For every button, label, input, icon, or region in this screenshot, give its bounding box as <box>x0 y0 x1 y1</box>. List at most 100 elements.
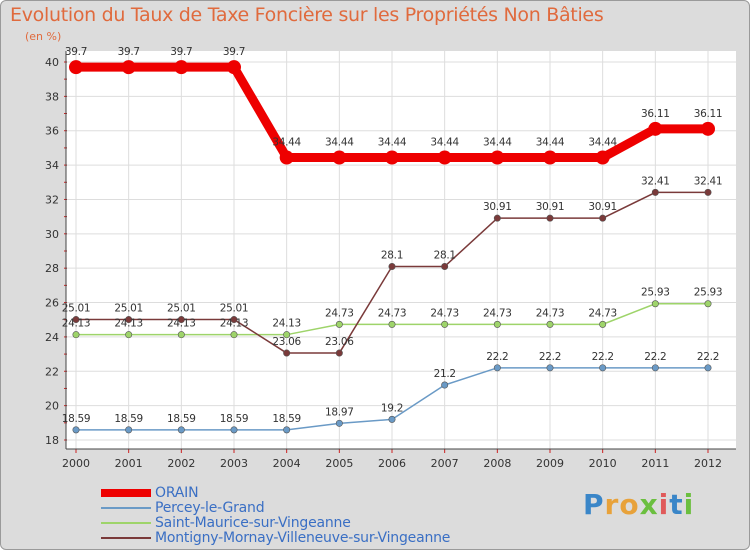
y-tick-label: 28 <box>45 262 59 275</box>
y-tick-label: 26 <box>45 297 59 310</box>
y-tick-label: 34 <box>45 159 59 172</box>
data-label-saint-maurice-sur-vingeanne: 24.73 <box>483 307 512 319</box>
data-label-montigny-mornay-villeneuve-sur-vingeanne: 32.41 <box>694 175 723 187</box>
data-label-montigny-mornay-villeneuve-sur-vingeanne: 25.01 <box>167 303 196 315</box>
data-point-saint-maurice-sur-vingeanne <box>72 331 80 339</box>
data-point-percey-le-grand <box>493 364 501 372</box>
data-label-saint-maurice-sur-vingeanne: 24.73 <box>430 307 459 319</box>
data-label-montigny-mornay-villeneuve-sur-vingeanne: 30.91 <box>483 201 512 213</box>
data-label-orain: 34.44 <box>430 137 459 149</box>
x-tick-label: 2012 <box>694 457 722 470</box>
data-point-saint-maurice-sur-vingeanne <box>599 320 607 328</box>
legend-item-percey-le-grand: Percey-le-Grand <box>101 500 265 516</box>
data-point-percey-le-grand <box>230 426 238 434</box>
data-point-montigny-mornay-villeneuve-sur-vingeanne <box>493 214 501 222</box>
data-point-montigny-mornay-villeneuve-sur-vingeanne <box>599 214 607 222</box>
data-point-orain <box>227 60 241 75</box>
data-label-saint-maurice-sur-vingeanne: 24.73 <box>378 307 407 319</box>
data-point-saint-maurice-sur-vingeanne <box>177 331 185 339</box>
axes: 18 20 22 24 26 28 30 32 34 36 38 40 2000 2001 2002 2003… <box>45 51 736 470</box>
data-label-percey-le-grand: 19.2 <box>381 402 403 414</box>
data-point-orain <box>332 150 347 165</box>
legend-swatch-orain <box>101 489 151 497</box>
data-point-saint-maurice-sur-vingeanne <box>546 320 554 328</box>
y-tick-label: 32 <box>45 193 59 206</box>
data-label-montigny-mornay-villeneuve-sur-vingeanne: 25.01 <box>220 303 249 315</box>
data-label-orain: 34.44 <box>588 137 617 149</box>
data-point-montigny-mornay-villeneuve-sur-vingeanne <box>335 349 343 357</box>
proxiti-logo: Proxiti <box>583 488 695 521</box>
data-label-saint-maurice-sur-vingeanne: 24.13 <box>220 318 249 330</box>
legend-label-saint-maurice: Saint-Maurice-sur-Vingeanne <box>155 515 351 531</box>
data-point-percey-le-grand <box>283 426 291 434</box>
data-point-montigny-mornay-villeneuve-sur-vingeanne <box>388 262 396 270</box>
data-label-orain: 39.7 <box>223 46 245 58</box>
data-point-orain <box>543 150 557 165</box>
data-point-saint-maurice-sur-vingeanne <box>493 320 501 328</box>
data-point-saint-maurice-sur-vingeanne <box>651 300 659 308</box>
data-point-orain <box>69 60 83 75</box>
data-label-montigny-mornay-villeneuve-sur-vingeanne: 30.91 <box>588 201 617 213</box>
data-label-saint-maurice-sur-vingeanne: 24.73 <box>325 307 354 319</box>
data-point-montigny-mornay-villeneuve-sur-vingeanne <box>283 349 291 357</box>
data-point-percey-le-grand <box>599 364 607 372</box>
data-label-montigny-mornay-villeneuve-sur-vingeanne: 23.06 <box>272 336 301 348</box>
data-point-saint-maurice-sur-vingeanne <box>441 320 449 328</box>
plot-area <box>66 51 736 449</box>
data-label-orain: 39.7 <box>118 46 140 58</box>
x-tick-label: 2001 <box>115 457 143 470</box>
data-label-orain: 34.44 <box>378 137 407 149</box>
unit-label: (en %) <box>25 30 62 43</box>
x-tick-label: 2002 <box>167 457 195 470</box>
data-point-orain <box>701 121 715 136</box>
chart-title: Evolution du Taux de Taxe Foncière sur l… <box>10 4 604 26</box>
data-label-orain: 34.44 <box>483 137 512 149</box>
y-tick-label: 24 <box>45 331 59 344</box>
y-tick-label: 22 <box>45 365 59 378</box>
data-label-saint-maurice-sur-vingeanne: 25.93 <box>694 287 723 299</box>
data-label-saint-maurice-sur-vingeanne: 24.13 <box>167 318 196 330</box>
data-label-montigny-mornay-villeneuve-sur-vingeanne: 23.06 <box>325 336 354 348</box>
data-point-saint-maurice-sur-vingeanne <box>704 300 712 308</box>
data-point-montigny-mornay-villeneuve-sur-vingeanne <box>546 214 554 222</box>
x-tick-label: 2004 <box>273 457 301 470</box>
data-point-saint-maurice-sur-vingeanne <box>283 331 291 339</box>
legend-swatch-montigny <box>101 537 151 539</box>
series-layer <box>69 60 715 434</box>
data-point-orain <box>595 150 610 165</box>
x-tick-label: 2011 <box>641 457 669 470</box>
data-label-percey-le-grand: 22.2 <box>592 351 614 363</box>
legend-label-orain: ORAIN <box>155 485 199 501</box>
data-point-montigny-mornay-villeneuve-sur-vingeanne <box>441 262 449 270</box>
legend-item-orain: ORAIN <box>101 485 199 501</box>
data-point-percey-le-grand <box>651 364 659 372</box>
data-point-percey-le-grand <box>72 426 80 434</box>
y-tick-label: 30 <box>45 228 59 241</box>
y-tick-label: 20 <box>45 400 59 413</box>
data-point-orain <box>437 150 452 165</box>
data-label-montigny-mornay-villeneuve-sur-vingeanne: 32.41 <box>641 175 670 187</box>
data-point-montigny-mornay-villeneuve-sur-vingeanne <box>651 188 659 196</box>
data-label-percey-le-grand: 18.97 <box>325 406 354 418</box>
data-point-orain <box>174 60 189 75</box>
data-label-orain: 34.44 <box>536 137 565 149</box>
data-point-orain <box>648 121 663 136</box>
data-point-saint-maurice-sur-vingeanne <box>125 331 133 339</box>
legend-label-montigny: Montigny-Mornay-Villeneuve-sur-Vingeanne <box>155 530 451 546</box>
data-point-orain <box>385 150 399 165</box>
x-tick-label: 2006 <box>378 457 406 470</box>
data-label-montigny-mornay-villeneuve-sur-vingeanne: 25.01 <box>114 303 143 315</box>
data-point-orain <box>279 150 294 165</box>
data-label-saint-maurice-sur-vingeanne: 25.93 <box>641 287 670 299</box>
data-point-orain <box>121 60 136 75</box>
data-label-percey-le-grand: 21.2 <box>434 368 456 380</box>
data-point-orain <box>490 150 505 165</box>
data-point-percey-le-grand <box>388 415 396 423</box>
data-label-orain: 34.44 <box>272 137 301 149</box>
data-point-percey-le-grand <box>177 426 185 434</box>
data-point-montigny-mornay-villeneuve-sur-vingeanne <box>704 188 712 196</box>
data-labels: 18.59 18.59 18.59 18.59 18.59 18.97 19.2 21.2 22… <box>62 46 723 425</box>
data-label-saint-maurice-sur-vingeanne: 24.13 <box>272 318 301 330</box>
